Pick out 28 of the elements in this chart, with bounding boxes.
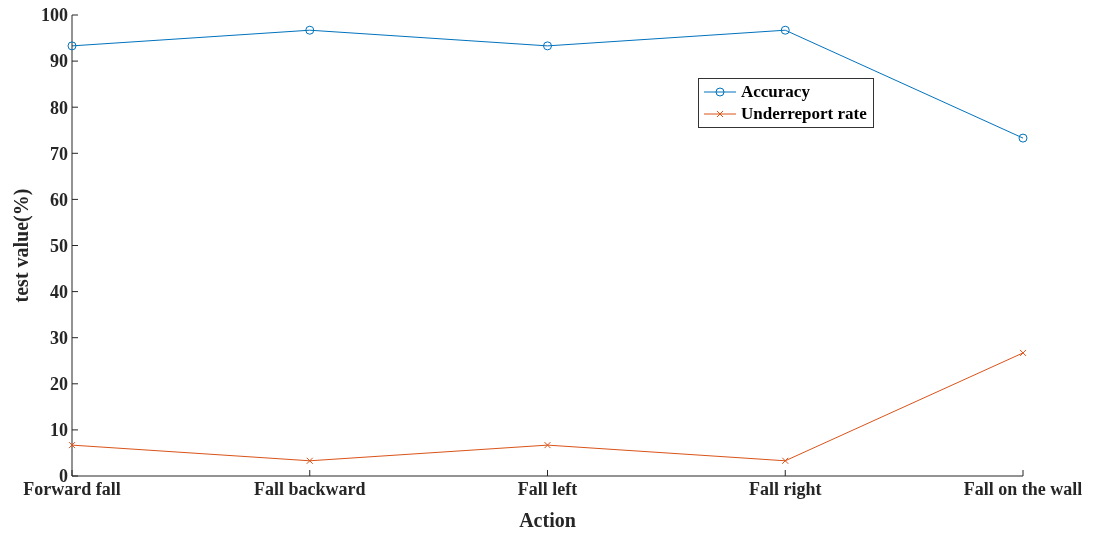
y-tick-label: 100 [41, 5, 68, 26]
legend-label: Underreport rate [741, 103, 867, 125]
point [1019, 349, 1027, 357]
y-tick-label: 30 [50, 328, 68, 349]
point [1018, 133, 1028, 143]
y-tick-label: 80 [50, 97, 68, 118]
point [780, 25, 790, 35]
x-tick-label: Fall backward [253, 478, 366, 499]
point [305, 25, 315, 35]
point [306, 457, 314, 465]
y-tick-label: 90 [50, 51, 68, 72]
legend-label: Accuracy [741, 81, 810, 103]
y-tick-label: 50 [50, 235, 68, 256]
y-tick-label: 10 [50, 420, 68, 441]
x-tick-label: Fall right [749, 478, 822, 499]
y-tick-label: 40 [50, 281, 68, 302]
point [68, 441, 76, 449]
y-tick-label: 60 [50, 189, 68, 210]
x-tick-label: Fall left [517, 478, 578, 499]
y-axis-title: test value(%) [10, 188, 33, 303]
y-tick-label: 70 [50, 143, 68, 164]
x-axis-title: Action [519, 509, 576, 531]
point [781, 457, 789, 465]
point [67, 41, 77, 51]
y-tick-label: 20 [50, 374, 68, 395]
x-tick-label: Fall on the wall [963, 478, 1083, 499]
point [543, 41, 552, 51]
point [544, 441, 551, 449]
